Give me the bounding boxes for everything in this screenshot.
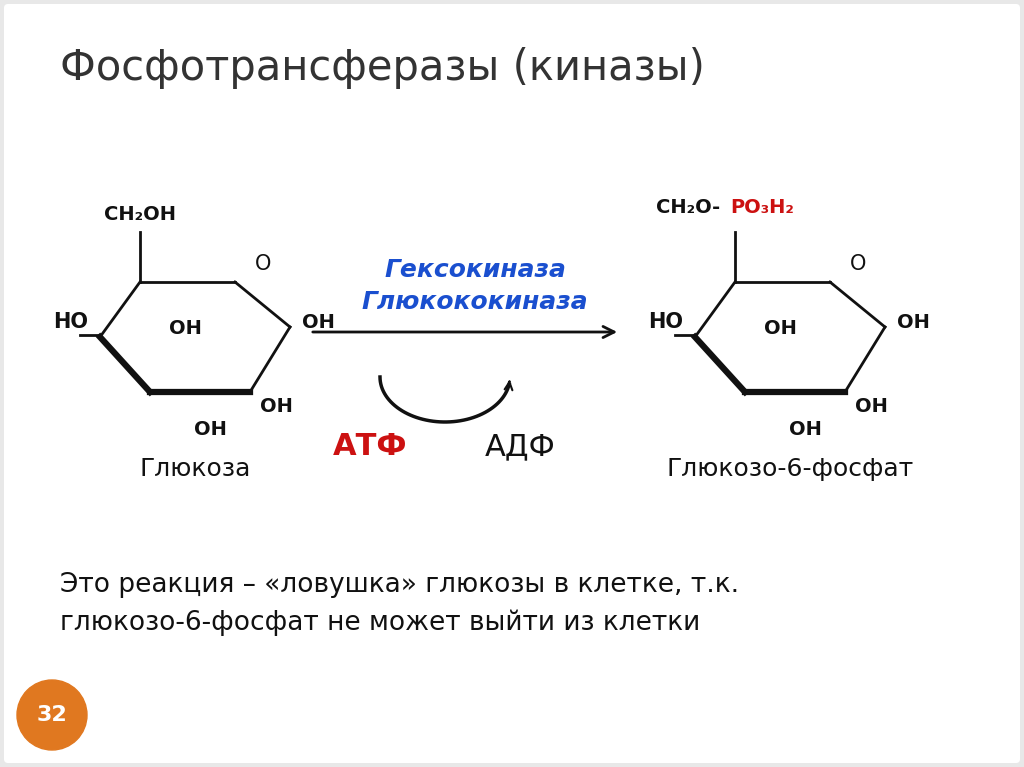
Text: CH₂OH: CH₂OH	[104, 205, 176, 224]
Text: Фосфотрансферазы (киназы): Фосфотрансферазы (киназы)	[60, 47, 705, 89]
Text: Это реакция – «ловушка» глюкозы в клетке, т.к.: Это реакция – «ловушка» глюкозы в клетке…	[60, 572, 739, 598]
Text: OH: OH	[169, 320, 202, 338]
Text: 32: 32	[37, 705, 68, 725]
Text: OH: OH	[302, 312, 335, 331]
Text: HO: HO	[53, 312, 88, 332]
Text: АДФ: АДФ	[484, 432, 555, 461]
Circle shape	[17, 680, 87, 750]
Text: глюкозо-6-фосфат не может выйти из клетки: глюкозо-6-фосфат не может выйти из клетк…	[60, 609, 700, 636]
FancyBboxPatch shape	[4, 4, 1020, 763]
Text: OH: OH	[788, 420, 821, 439]
Text: АТФ: АТФ	[333, 432, 408, 461]
Text: HO: HO	[648, 312, 683, 332]
Text: CH₂O-: CH₂O-	[656, 198, 720, 217]
Text: OH: OH	[194, 420, 226, 439]
Text: OH: OH	[764, 320, 797, 338]
Text: Глюкококиназа: Глюкококиназа	[361, 290, 589, 314]
Text: OH: OH	[855, 397, 888, 416]
Text: O: O	[255, 254, 271, 274]
Text: O: O	[850, 254, 866, 274]
Text: PO₃H₂: PO₃H₂	[730, 198, 794, 217]
Text: OH: OH	[897, 312, 930, 331]
Text: Глюкоза: Глюкоза	[139, 457, 251, 481]
Text: Глюкозо-6-фосфат: Глюкозо-6-фосфат	[667, 457, 913, 481]
Text: OH: OH	[260, 397, 293, 416]
Text: Гексокиназа: Гексокиназа	[384, 258, 566, 282]
